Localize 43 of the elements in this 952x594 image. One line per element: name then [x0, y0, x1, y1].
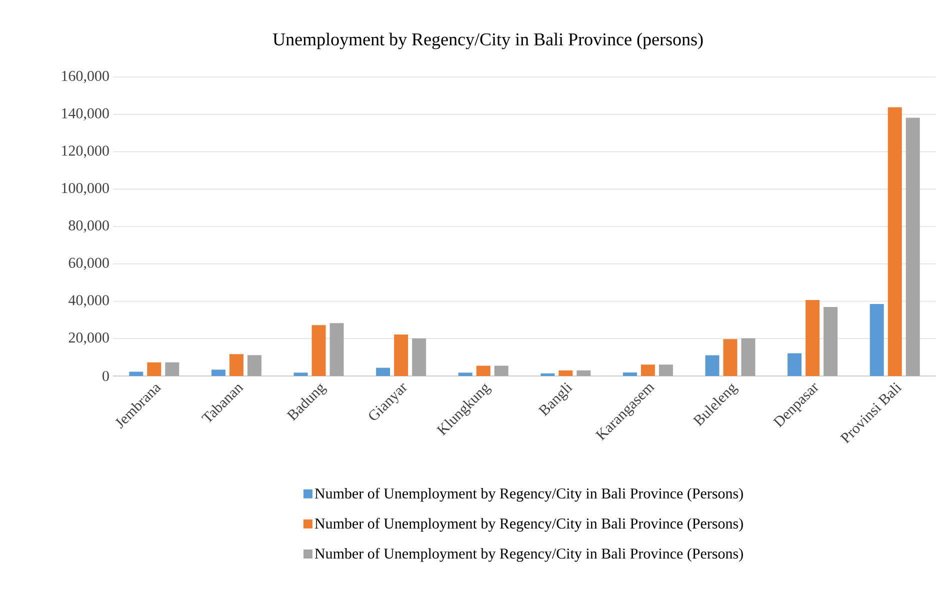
- y-tick-label: 100,000: [62, 182, 109, 196]
- bar: [476, 366, 490, 376]
- bar: [394, 334, 408, 376]
- bar: [705, 355, 720, 376]
- bar: [129, 372, 144, 376]
- bar: [330, 323, 344, 376]
- bar: [312, 325, 326, 376]
- bar: [211, 370, 226, 376]
- bar: [870, 304, 884, 376]
- bar: [788, 353, 802, 376]
- y-tick-label: 60,000: [68, 258, 109, 270]
- bar: [741, 338, 756, 376]
- bar: [294, 372, 308, 376]
- bar: [576, 370, 591, 376]
- bar: [229, 354, 244, 376]
- y-tick-label: 140,000: [62, 108, 109, 121]
- y-tick-label: 0: [102, 370, 109, 382]
- bar: [806, 300, 820, 376]
- bar: [906, 118, 920, 376]
- y-tick-label: 160,000: [62, 70, 109, 84]
- legend-label: Number of Unemployment by Regency/City in Bali Province (Persons): [314, 518, 743, 532]
- bar: [247, 355, 262, 376]
- bar: [640, 364, 655, 376]
- bar: [147, 362, 162, 376]
- legend-label: Number of Unemployment by Regency/City in Bali Province (Persons): [314, 548, 743, 562]
- bar: [622, 372, 637, 376]
- bar: [494, 366, 508, 376]
- y-tick-label: 120,000: [62, 146, 109, 158]
- bar: [412, 338, 426, 376]
- bar: [165, 362, 180, 376]
- bar: [458, 372, 472, 376]
- y-tick-label: 40,000: [68, 295, 109, 308]
- bar: [540, 373, 555, 376]
- bar: [376, 368, 390, 376]
- y-tick-label: 20,000: [68, 332, 109, 345]
- bar: [723, 339, 738, 376]
- chart-title: Unemployment by Regency/City in Bali Province (persons): [272, 32, 703, 50]
- bar: [888, 107, 902, 376]
- bar: [824, 307, 838, 376]
- y-tick-label: 80,000: [68, 220, 109, 233]
- legend-label: Number of Unemployment by Regency/City in Bali Province (Persons): [314, 488, 743, 502]
- bar: [658, 364, 673, 376]
- bar: [558, 370, 573, 376]
